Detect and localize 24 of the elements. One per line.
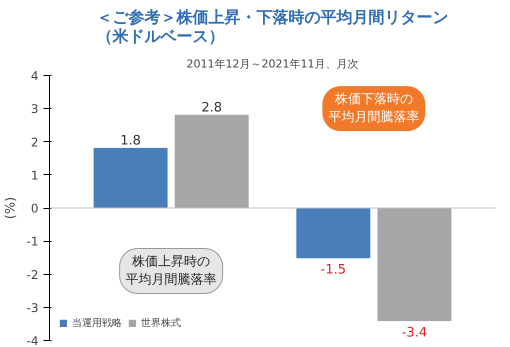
chart-title: ＜ご参考＞株価上昇・下落時の平均月間リターン（米ドルベース） bbox=[96, 8, 448, 46]
y-tick-label: 2 bbox=[30, 135, 39, 150]
legend-label: 当運用戦略 bbox=[72, 316, 122, 330]
data-label: 2.8 bbox=[201, 100, 222, 116]
y-axis-title: (%) bbox=[4, 196, 19, 220]
y-tick-label: 3 bbox=[30, 102, 39, 116]
y-tick-label: 0 bbox=[30, 202, 39, 216]
annotation: 株価下落時の平均月間騰落率 bbox=[328, 92, 420, 126]
chart-subtitle: 2011年12月～2021年11月、月次 bbox=[186, 58, 358, 70]
y-tick-label: -1 bbox=[26, 234, 39, 249]
y-tick-label: -3 bbox=[26, 300, 39, 315]
data-label: -3.4 bbox=[402, 326, 428, 341]
y-tick-label: -4 bbox=[26, 334, 39, 347]
annotation: 株価上昇時の平均月間騰落率 bbox=[126, 254, 217, 288]
y-tick-label: 1 bbox=[30, 168, 39, 182]
y-tick-label: -2 bbox=[26, 268, 39, 282]
y-tick-label: 4 bbox=[30, 69, 39, 83]
bar bbox=[377, 208, 452, 322]
legend-label: 世界株式 bbox=[141, 316, 181, 330]
bar bbox=[296, 208, 370, 258]
data-label: -1.5 bbox=[320, 262, 346, 278]
bar bbox=[174, 114, 249, 208]
bar bbox=[94, 148, 168, 208]
data-label: 1.8 bbox=[120, 133, 141, 148]
